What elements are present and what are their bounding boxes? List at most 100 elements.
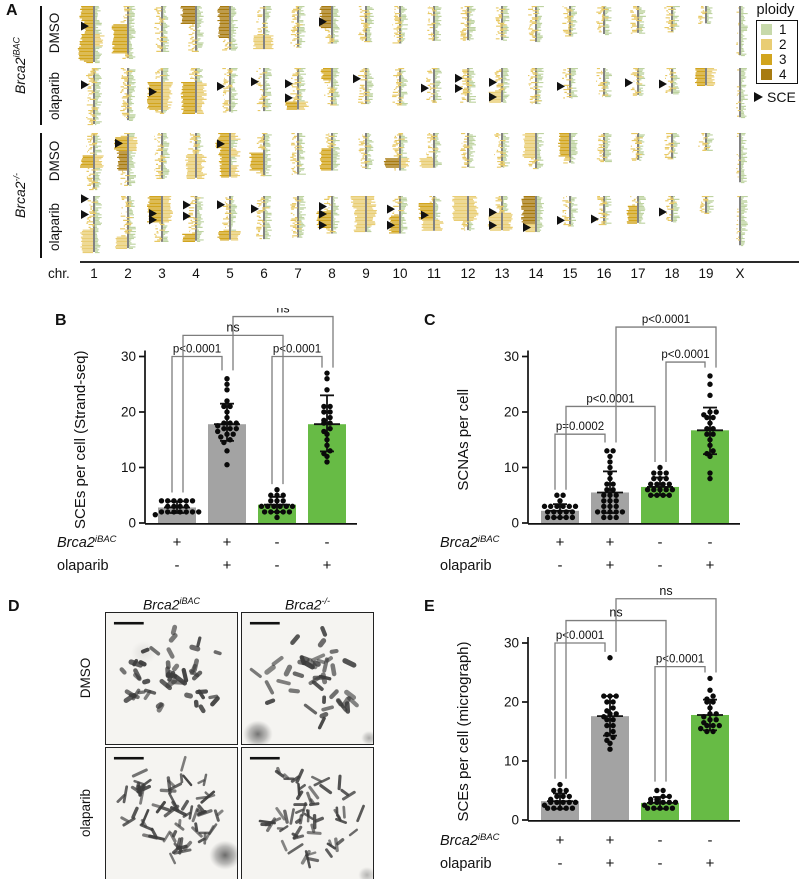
scatter-point [707,675,713,682]
scatter-point [601,509,607,515]
scatter-point [701,719,707,726]
scatter-point [551,805,557,811]
chromosome-label-10: 10 [392,266,408,281]
sce-marker [251,77,259,87]
micrograph-chromosome [329,648,339,654]
micrograph-chromosome [276,825,289,833]
y-tick-label: 10 [504,754,519,769]
chromosome-label-6: 6 [260,266,268,281]
micrograph-chromosome [137,690,146,695]
micrograph-chromosome [198,825,215,841]
scatter-point [557,514,563,521]
scatter-point [666,481,672,487]
scatter-point [707,381,713,387]
y-tick-label: 20 [121,405,136,420]
chromosome-label-8: 8 [328,266,336,281]
scatter-point [701,714,707,720]
scatter-point [224,414,230,421]
scatter-point [233,425,239,432]
micrograph-chromosome [264,817,282,827]
scatter-point [604,708,610,714]
micrograph-chromosome [276,678,291,686]
scatter-point [666,799,672,805]
significance-bracket [271,355,323,485]
scatter-point [641,802,648,808]
sce-marker [285,79,293,89]
scatter-point [604,487,610,493]
sce-marker [81,21,89,31]
scatter-point [321,450,327,457]
micrograph-chromosome [179,773,184,784]
sce-marker [387,204,395,214]
sce-marker [251,204,259,214]
micrograph-chromosome [329,689,339,700]
scatter-point [274,498,280,504]
y-tick-label: 10 [504,460,519,475]
scatter-point [660,492,666,498]
chromosome-label-X: X [735,266,745,281]
chromosome-label-18: 18 [664,266,680,281]
scatter-point [224,462,230,468]
micrograph-chromosome [306,791,313,804]
scatter-point [657,805,663,811]
micrograph-chromosome [337,774,342,791]
significance-label: ns [659,585,672,598]
sce-marker [217,139,225,149]
brca2-sign: - [658,832,663,849]
micrograph-chromosome [307,657,318,670]
scatter-point [274,487,280,493]
micrograph-chromosome [169,852,177,865]
scatter-point [707,717,713,723]
y-tick-label: 10 [121,460,136,475]
scatter-point [189,498,196,504]
scatter-point [713,717,719,723]
chart-scnas: 0 10 20 30 SCNAs per cell p=0.0002 p<0.0001 p<0… [440,314,740,574]
micrograph-chromosome [274,766,285,778]
chromosome-label-3: 3 [158,266,166,281]
scatter-point [324,437,330,443]
scatter-point [554,793,560,800]
scatter-point [183,503,189,510]
scatter-point [327,448,333,454]
scatter-point [286,509,293,515]
micrograph-brca2ibac-olaparib [105,747,238,879]
ploidy-legend-title: ploidy [756,2,795,18]
micrograph-chromosome [165,670,173,679]
micrograph-chromosome [291,832,305,840]
scatter-point [171,498,177,504]
scatter-point [607,693,613,699]
x-row-label-treatment: olaparib [440,558,492,574]
scatter-point [557,509,563,515]
gene-sup: iBAC [179,596,201,606]
micrograph-chromosome [321,705,334,712]
sce-marker [523,223,531,233]
scatter-point [716,722,722,729]
bar-group-2 [641,802,679,820]
micrograph-chromosome [173,674,188,686]
micrograph-chromosome [288,688,300,694]
ploidy-4-swatch [761,69,772,80]
brca2-sign: + [606,832,615,849]
scatter-point [218,434,224,440]
sce-marker [557,215,565,225]
micrograph-chromosome [319,783,333,795]
sce-marker [421,210,429,220]
scatter-point [224,387,230,393]
scatter-point [704,450,710,457]
brca2-sign: - [658,534,663,551]
micrograph-chromosome [320,672,328,685]
micrograph-chromosome [342,658,357,668]
micrograph-chromosome [333,806,341,820]
micrograph-chromosome [140,647,150,654]
scatter-point [607,498,613,504]
scatter-point [321,417,327,424]
scatter-point [601,693,607,699]
significance-bracket [615,598,717,673]
scatter-point [557,805,563,811]
ploidy-2-label: 2 [779,37,787,52]
micrograph-chromosome [143,689,152,700]
significance-bracket [171,355,223,493]
olaparib-sign: - [275,557,280,574]
scatter-point [660,481,666,487]
scatter-point [604,737,610,744]
